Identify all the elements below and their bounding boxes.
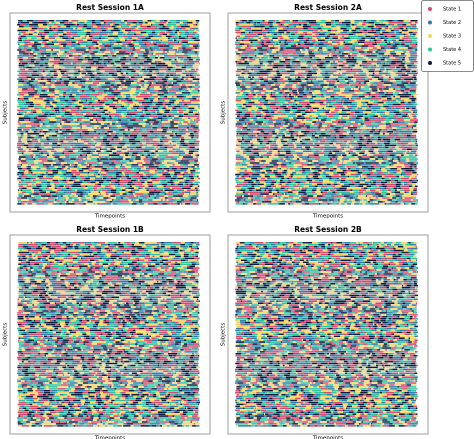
x-axis-label: Timepoints xyxy=(94,214,125,220)
chart-title: Rest Session 1B xyxy=(76,225,144,234)
raster-texture xyxy=(17,20,200,205)
y-axis-label: Subjects xyxy=(3,323,9,347)
raster-texture xyxy=(235,242,418,427)
legend-label: State 5 xyxy=(443,61,461,67)
legend-label: State 1 xyxy=(443,7,461,13)
raster-texture xyxy=(17,20,201,205)
y-axis-label: Subjects xyxy=(221,101,227,125)
chart-title: Rest Session 1A xyxy=(76,3,144,12)
legend-label: State 4 xyxy=(443,47,461,53)
raster-texture xyxy=(17,242,200,427)
raster-texture xyxy=(17,242,200,427)
raster-texture xyxy=(235,20,418,205)
legend-marker xyxy=(428,7,432,11)
x-axis-label: Timepoints xyxy=(312,214,343,220)
panel: Rest Session 2A Timepoints Subjects xyxy=(221,3,429,220)
raster-texture xyxy=(235,242,418,427)
legend-marker xyxy=(428,20,432,25)
panel: Rest Session 1B Timepoints Subjects xyxy=(3,225,211,439)
raster-texture xyxy=(17,242,201,427)
x-axis-label: Timepoints xyxy=(312,436,343,439)
legend-marker xyxy=(428,34,432,38)
raster-texture xyxy=(235,20,418,205)
panel: Rest Session 1A Timepoints Subjects xyxy=(3,3,211,220)
legend-label: State 2 xyxy=(443,20,461,26)
y-axis-label: Subjects xyxy=(221,323,227,347)
raster-texture xyxy=(235,242,418,427)
chart-title: Rest Session 2B xyxy=(294,225,362,234)
legend-marker xyxy=(428,61,432,65)
raster-texture xyxy=(235,242,418,427)
y-axis-label: Subjects xyxy=(3,101,9,125)
chart-title: Rest Session 2A xyxy=(294,3,362,12)
panel: Rest Session 2B Timepoints Subjects xyxy=(221,225,429,439)
raster-texture xyxy=(17,242,200,427)
raster-texture xyxy=(17,20,200,205)
raster-texture xyxy=(17,20,200,205)
raster-texture xyxy=(17,242,200,427)
legend-marker xyxy=(428,47,432,52)
raster-texture xyxy=(235,20,418,205)
legend: State 1 State 2 State 3 State 4 State 5 xyxy=(421,0,474,72)
legend-label: State 3 xyxy=(443,34,461,40)
raster-texture xyxy=(235,20,418,205)
raster-texture xyxy=(235,20,418,205)
x-axis-label: Timepoints xyxy=(94,436,125,439)
